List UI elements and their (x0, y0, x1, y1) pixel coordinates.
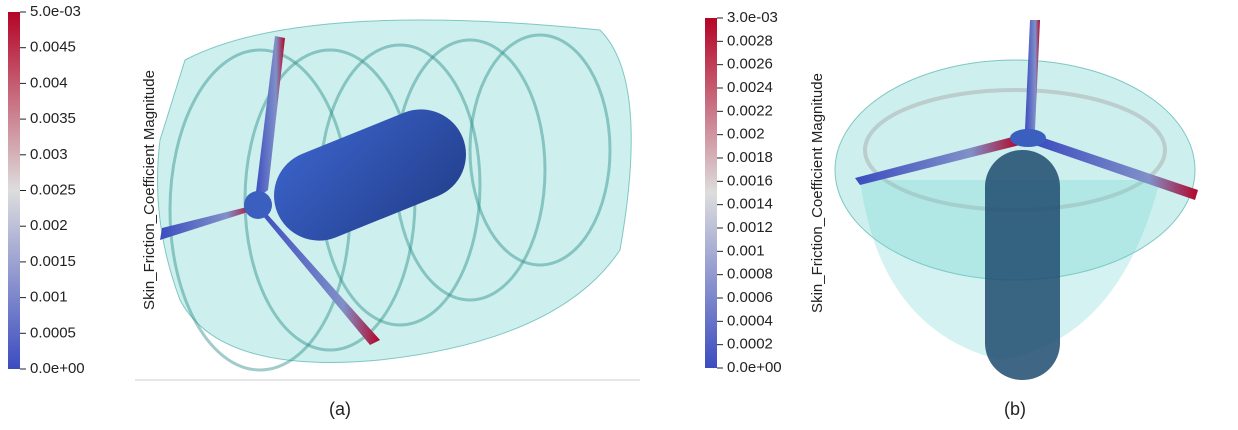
colorbar-title: Skin_Friction_Coefficient Magnitude (809, 73, 826, 313)
colorbar-label: 0.0022 (727, 102, 773, 119)
colorbar-label: 0.002 (727, 126, 765, 143)
colorbar-label: 0.0002 (727, 336, 773, 353)
colorbar-label: 0.0e+00 (30, 360, 85, 377)
colorbar-label: 0.003 (30, 146, 68, 163)
colorbar-label: 0.0015 (30, 253, 76, 270)
colorbar-label: 3.0e-03 (727, 9, 778, 26)
colorbar-a (8, 12, 20, 369)
render-a (135, 20, 640, 380)
colorbar-label: 0.0e+00 (727, 359, 782, 376)
colorbar-label: 0.001 (30, 289, 68, 306)
colorbar-title: Skin_Friction_Coefficient Magnitude (141, 70, 158, 310)
colorbar-label: 5.0e-03 (30, 3, 81, 20)
figure: Skin_Friction_Coefficient Magnitude Skin… (0, 0, 1238, 430)
colorbar-label: 0.0018 (727, 149, 773, 166)
render-b (835, 20, 1198, 380)
caption: (b) (1004, 399, 1026, 419)
colorbar-label: 0.0014 (727, 196, 773, 213)
colorbar-label: 0.001 (727, 242, 765, 259)
colorbar-label: 0.002 (30, 217, 68, 234)
colorbar-b (705, 18, 717, 368)
colorbar-label: 0.0008 (727, 266, 773, 283)
caption: (a) (329, 399, 351, 419)
colorbar-label: 0.0024 (727, 79, 773, 96)
colorbar-label: 0.0035 (30, 110, 76, 127)
colorbar-label: 0.0012 (727, 219, 773, 236)
colorbar-label: 0.0016 (727, 172, 773, 189)
colorbar-label: 0.0045 (30, 39, 76, 56)
colorbar-label: 0.0028 (727, 32, 773, 49)
colorbar-label: 0.0025 (30, 181, 76, 198)
colorbar-label: 0.0004 (727, 312, 773, 329)
colorbar-label: 0.0005 (30, 324, 76, 341)
colorbar-label: 0.0006 (727, 289, 773, 306)
colorbar-label: 0.004 (30, 74, 68, 91)
colorbar-label: 0.0026 (727, 56, 773, 73)
